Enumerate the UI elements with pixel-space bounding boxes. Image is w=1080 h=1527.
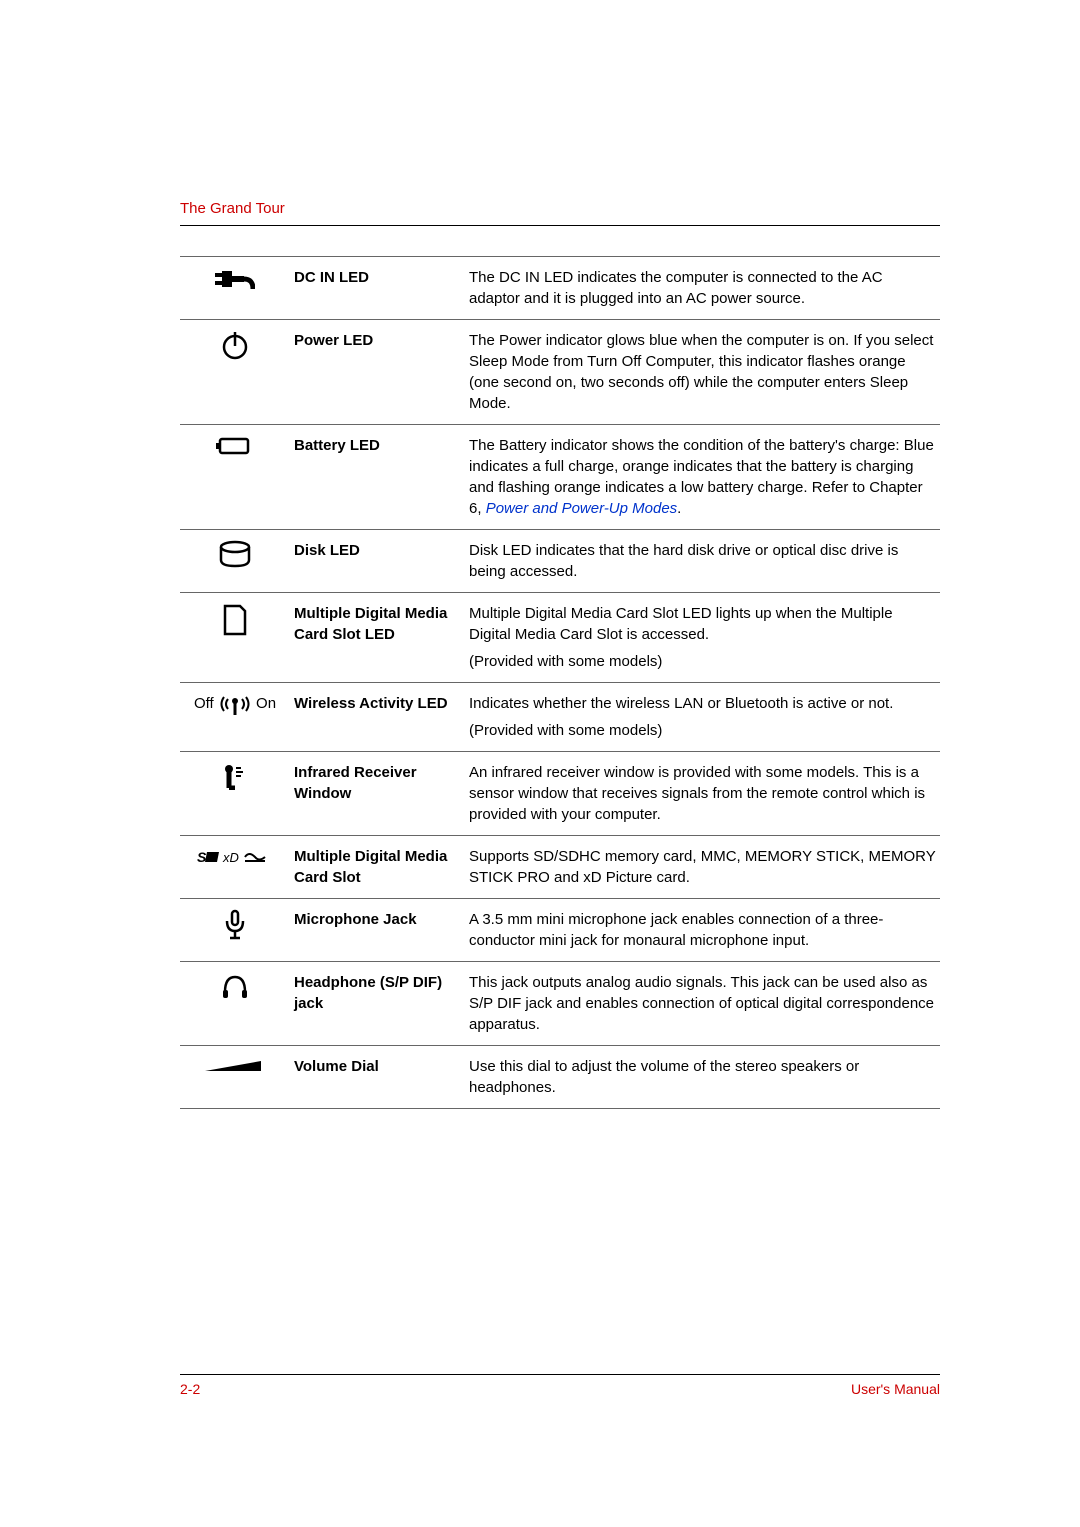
power-icon: [180, 320, 290, 425]
row-desc: A 3.5 mm mini microphone jack enables co…: [465, 899, 940, 962]
row-desc: Indicates whether the wireless LAN or Bl…: [465, 683, 940, 752]
power-modes-link[interactable]: Power and Power-Up Modes: [486, 500, 677, 517]
media-slot-icon: S xD: [180, 836, 290, 899]
row-label: Microphone Jack: [290, 899, 465, 962]
row-label: Power LED: [290, 320, 465, 425]
row-desc: The Battery indicator shows the conditio…: [465, 425, 940, 530]
row-label: Volume Dial: [290, 1046, 465, 1109]
svg-text:S: S: [197, 849, 207, 865]
row-label: Multiple Digital Media Card Slot LED: [290, 593, 465, 683]
row-desc: Multiple Digital Media Card Slot LED lig…: [465, 593, 940, 683]
page-number: 2-2: [180, 1381, 200, 1397]
row-label: Disk LED: [290, 530, 465, 593]
microphone-icon: [180, 899, 290, 962]
row-desc: An infrared receiver window is provided …: [465, 752, 940, 836]
battery-icon: [180, 425, 290, 530]
row-desc: The DC IN LED indicates the computer is …: [465, 257, 940, 320]
volume-dial-icon: [180, 1046, 290, 1109]
page-header: The Grand Tour: [180, 200, 940, 226]
row-desc: The Power indicator glows blue when the …: [465, 320, 940, 425]
table-row: Off On Wireless Activity LED Indicates w…: [180, 683, 940, 752]
row-label: Headphone (S/P DIF) jack: [290, 962, 465, 1046]
table-row: Volume Dial Use this dial to adjust the …: [180, 1046, 940, 1109]
row-desc: Use this dial to adjust the volume of th…: [465, 1046, 940, 1109]
disk-icon: [180, 530, 290, 593]
table-row: Headphone (S/P DIF) jack This jack outpu…: [180, 962, 940, 1046]
table-row: Multiple Digital Media Card Slot LED Mul…: [180, 593, 940, 683]
row-label: DC IN LED: [290, 257, 465, 320]
row-label: Battery LED: [290, 425, 465, 530]
headphone-icon: [180, 962, 290, 1046]
page-footer: 2-2 User's Manual: [180, 1374, 940, 1397]
card-slot-led-icon: [180, 593, 290, 683]
wireless-icon: Off On: [180, 683, 290, 752]
row-desc: This jack outputs analog audio signals. …: [465, 962, 940, 1046]
table-row: S xD Multiple Digital Media Card Slot Su…: [180, 836, 940, 899]
infrared-icon: [180, 752, 290, 836]
table-row: Power LED The Power indicator glows blue…: [180, 320, 940, 425]
row-label: Multiple Digital Media Card Slot: [290, 836, 465, 899]
table-row: DC IN LED The DC IN LED indicates the co…: [180, 257, 940, 320]
row-label: Infrared Receiver Window: [290, 752, 465, 836]
row-desc: Supports SD/SDHC memory card, MMC, MEMOR…: [465, 836, 940, 899]
dc-in-icon: [180, 257, 290, 320]
indicator-table: DC IN LED The DC IN LED indicates the co…: [180, 256, 940, 1109]
table-row: Disk LED Disk LED indicates that the har…: [180, 530, 940, 593]
table-row: Battery LED The Battery indicator shows …: [180, 425, 940, 530]
row-label: Wireless Activity LED: [290, 683, 465, 752]
svg-text:xD: xD: [222, 850, 239, 865]
table-row: Microphone Jack A 3.5 mm mini microphone…: [180, 899, 940, 962]
table-row: Infrared Receiver Window An infrared rec…: [180, 752, 940, 836]
manual-label: User's Manual: [851, 1381, 940, 1397]
row-desc: Disk LED indicates that the hard disk dr…: [465, 530, 940, 593]
